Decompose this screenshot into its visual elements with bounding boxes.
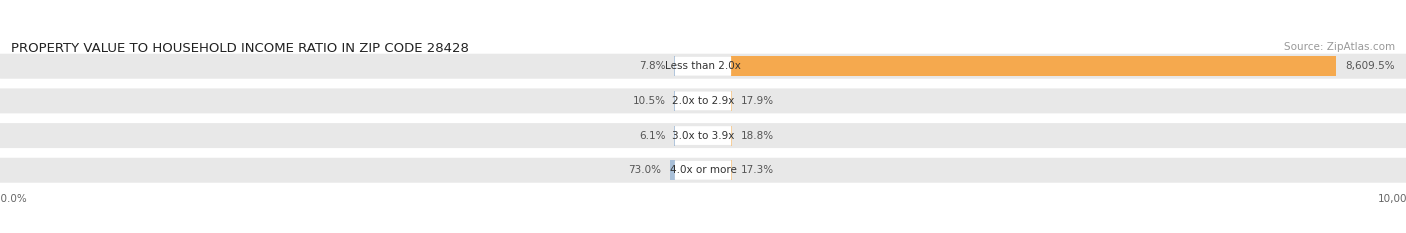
Text: Source: ZipAtlas.com: Source: ZipAtlas.com [1284, 42, 1395, 52]
Text: 4.0x or more: 4.0x or more [669, 165, 737, 175]
Text: 6.1%: 6.1% [640, 130, 666, 140]
FancyBboxPatch shape [675, 57, 731, 75]
FancyBboxPatch shape [0, 123, 1406, 148]
Text: 8,609.5%: 8,609.5% [1344, 61, 1395, 71]
FancyBboxPatch shape [0, 54, 1406, 79]
Text: 17.3%: 17.3% [741, 165, 773, 175]
Text: PROPERTY VALUE TO HOUSEHOLD INCOME RATIO IN ZIP CODE 28428: PROPERTY VALUE TO HOUSEHOLD INCOME RATIO… [11, 42, 470, 55]
FancyBboxPatch shape [675, 126, 731, 145]
Bar [731, 56, 1336, 76]
FancyBboxPatch shape [0, 88, 1406, 113]
Bar [669, 160, 675, 180]
Text: 73.0%: 73.0% [628, 165, 661, 175]
Text: Less than 2.0x: Less than 2.0x [665, 61, 741, 71]
Text: 2.0x to 2.9x: 2.0x to 2.9x [672, 96, 734, 106]
Text: 10.5%: 10.5% [633, 96, 665, 106]
FancyBboxPatch shape [0, 158, 1406, 183]
Text: 7.8%: 7.8% [640, 61, 666, 71]
Text: 18.8%: 18.8% [741, 130, 773, 140]
FancyBboxPatch shape [675, 92, 731, 110]
FancyBboxPatch shape [675, 161, 731, 180]
Text: 17.9%: 17.9% [741, 96, 773, 106]
Text: 3.0x to 3.9x: 3.0x to 3.9x [672, 130, 734, 140]
